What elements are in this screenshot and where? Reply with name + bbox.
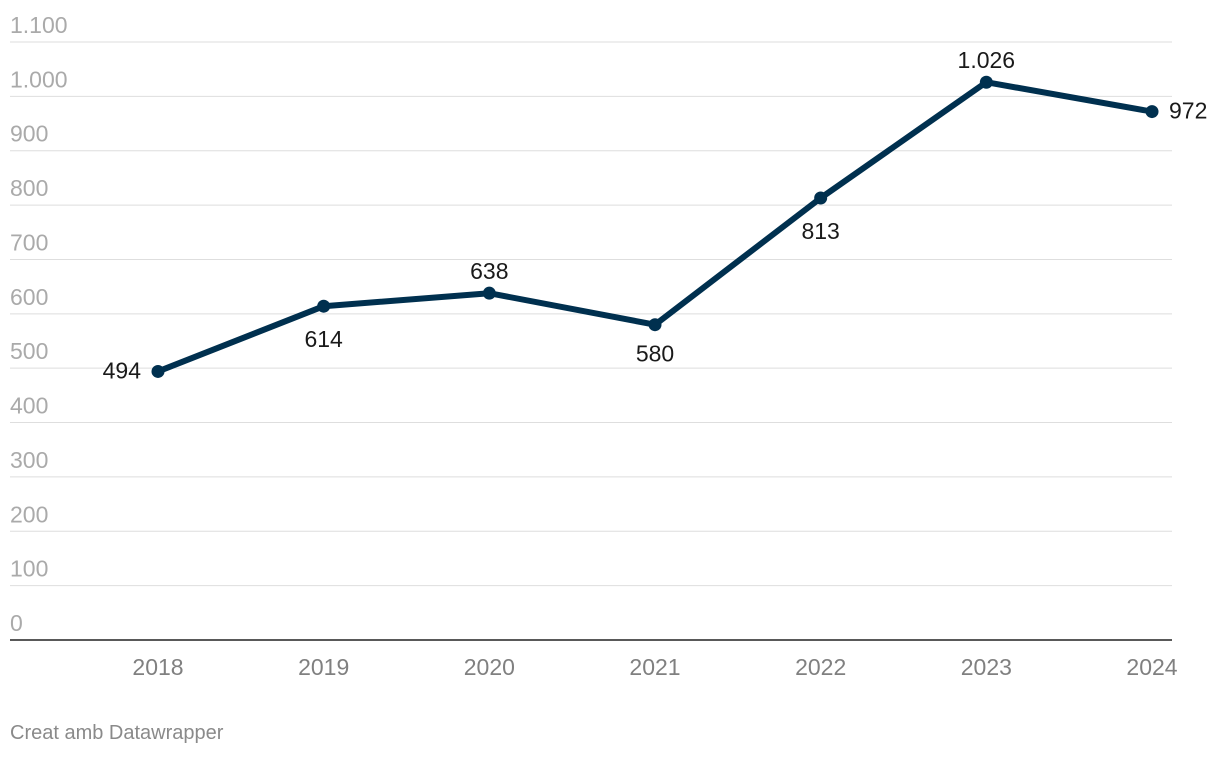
y-tick-label: 200 [10, 501, 48, 527]
data-label: 972 [1169, 98, 1207, 124]
data-label: 813 [801, 218, 839, 244]
y-tick-label: 300 [10, 447, 48, 473]
x-tick-label: 2023 [961, 654, 1012, 680]
data-point [1145, 105, 1159, 119]
x-tick-label: 2022 [795, 654, 846, 680]
y-tick-label: 800 [10, 175, 48, 201]
y-tick-label: 1.000 [10, 66, 68, 92]
y-tick-label: 1.100 [10, 12, 68, 38]
data-label: 580 [636, 341, 674, 367]
x-tick-label: 2024 [1126, 654, 1177, 680]
y-tick-label: 0 [10, 610, 23, 636]
y-axis-ticks: 0 100 200 300 400 500 600 700 800 900 1.000 1.100 [10, 12, 68, 636]
x-tick-label: 2019 [298, 654, 349, 680]
data-label: 1.026 [958, 47, 1016, 73]
y-tick-label: 600 [10, 284, 48, 310]
data-point [151, 364, 165, 378]
y-tick-label: 400 [10, 393, 48, 419]
data-label: 614 [304, 326, 343, 352]
footer-credit: Creat amb Datawrapper [10, 722, 224, 744]
y-tick-label: 700 [10, 229, 48, 255]
data-point [317, 299, 331, 313]
line-chart: 0 100 200 300 400 500 600 700 800 900 1.000 1.100 2… [10, 12, 1208, 680]
y-tick-label: 500 [10, 338, 48, 364]
x-axis-ticks: 2018 2019 2020 2021 2022 2023 2024 [132, 654, 1177, 680]
data-label: 494 [103, 357, 142, 383]
data-point [482, 286, 496, 300]
data-labels: 494 614 638 580 813 1.026 972 [103, 47, 1208, 383]
x-tick-label: 2020 [464, 654, 515, 680]
y-tick-label: 900 [10, 121, 48, 147]
x-tick-label: 2021 [629, 654, 680, 680]
y-tick-label: 100 [10, 556, 48, 582]
x-tick-label: 2018 [132, 654, 183, 680]
data-label: 638 [470, 258, 508, 284]
data-point [814, 191, 828, 205]
data-point [979, 75, 993, 89]
data-point [648, 318, 662, 332]
series-layer [151, 75, 1159, 378]
